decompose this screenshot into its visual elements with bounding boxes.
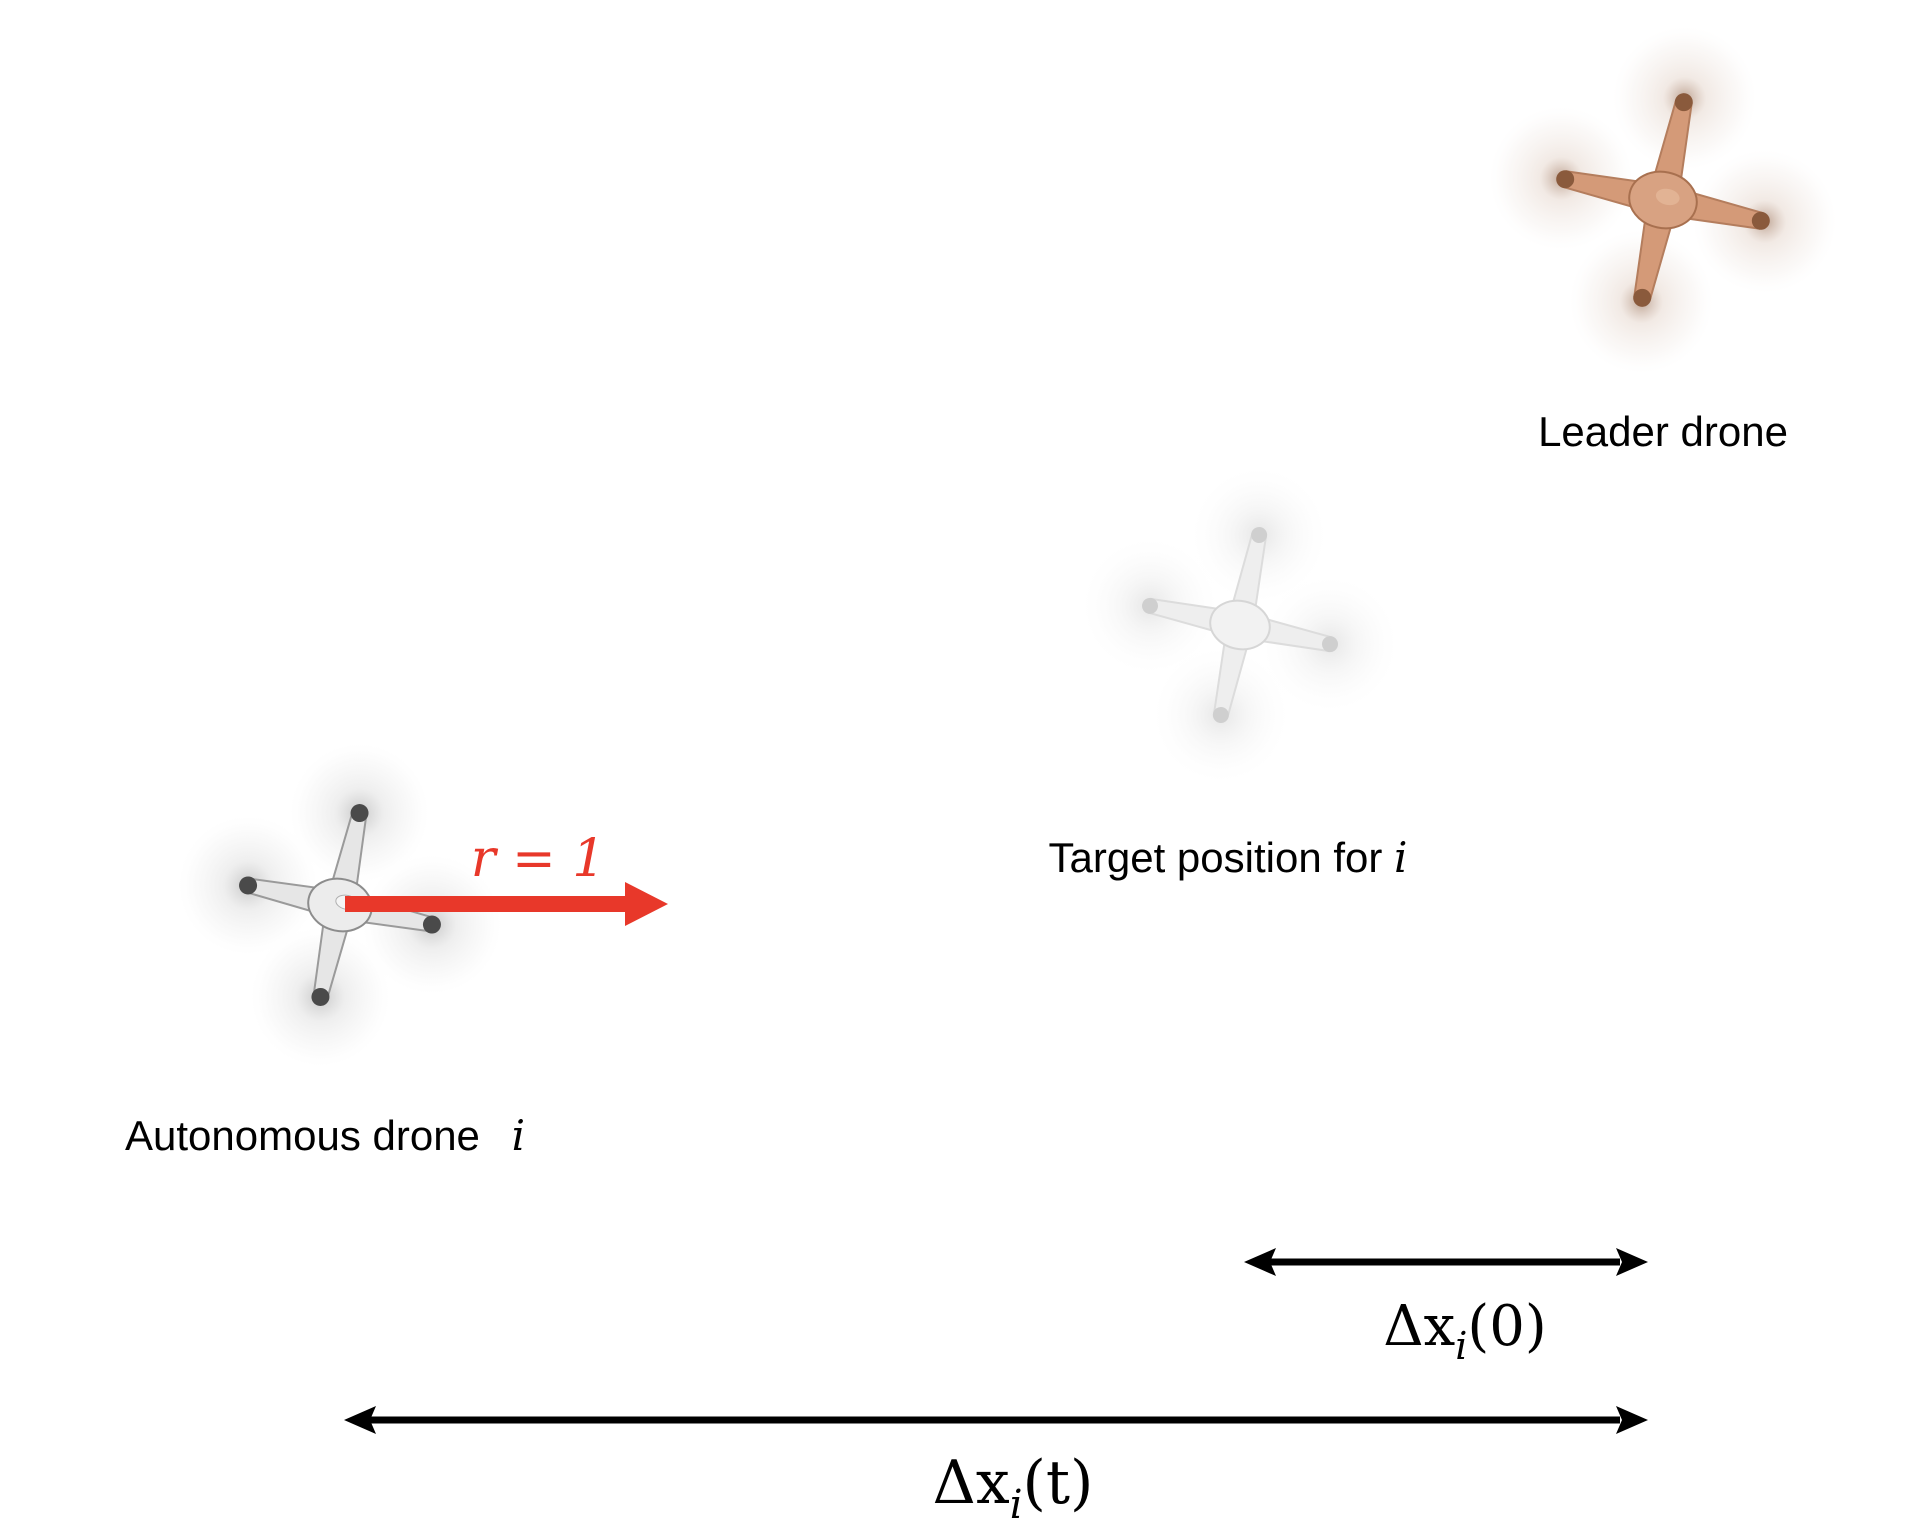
leader-drone-label: Leader drone <box>1538 408 1788 455</box>
autonomous-drone-icon <box>178 743 502 1067</box>
current-distance-arrow <box>344 1406 1648 1434</box>
initial-distance-label: Δxi(0) <box>1383 1294 1547 1368</box>
velocity-arrow <box>345 882 668 926</box>
autonomous-drone-label: Autonomous drone i <box>125 1111 525 1160</box>
velocity-arrow-label: r = 1 <box>471 829 606 889</box>
target-position-label: Target position for i <box>1049 833 1408 882</box>
target-drone-icon <box>1082 467 1398 783</box>
current-distance-label: Δxi(t) <box>933 1448 1094 1528</box>
leader-drone-icon <box>1489 26 1837 374</box>
initial-distance-arrow <box>1244 1248 1648 1276</box>
